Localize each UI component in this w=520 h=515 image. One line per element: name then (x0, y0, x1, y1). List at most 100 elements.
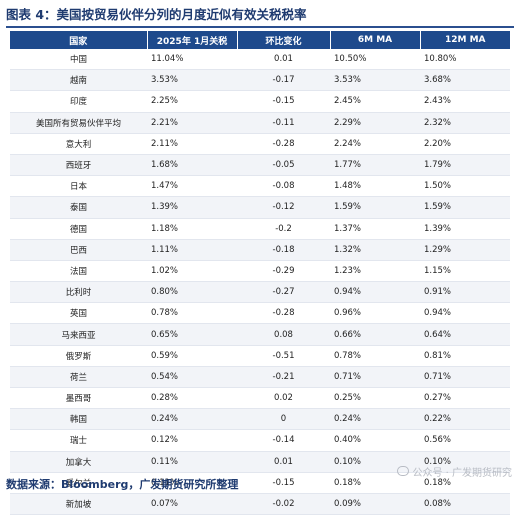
cell-ma-6m: 3.53% (330, 69, 420, 92)
cell-ma-12m: 0.91% (420, 281, 510, 304)
cell-jan-tariff: 0.28% (147, 387, 237, 410)
cell-mom-change: -0.12 (237, 196, 330, 219)
cell-ma-6m: 0.96% (330, 302, 420, 325)
cell-ma-6m: 1.23% (330, 260, 420, 283)
cell-ma-12m: 1.39% (420, 218, 510, 240)
cell-ma-12m: 1.79% (420, 154, 510, 177)
cell-jan-tariff: 0.59% (147, 345, 237, 367)
cell-mom-change: -0.18 (237, 239, 330, 261)
cell-ma-6m: 0.18% (330, 472, 420, 494)
table-row: 巴西 1.11% -0.18 1.32% 1.29% (10, 239, 510, 261)
cell-jan-tariff: 11.04% (147, 49, 237, 71)
cell-ma-12m: 0.94% (420, 302, 510, 325)
cell-ma-6m: 2.29% (330, 112, 420, 134)
table-row: 泰国 1.39% -0.12 1.59% 1.59% (10, 196, 510, 219)
cell-mom-change: -0.08 (237, 175, 330, 198)
cell-ma-6m: 2.24% (330, 133, 420, 155)
cell-ma-6m: 0.66% (330, 323, 420, 346)
cell-country: 法国 (10, 260, 147, 283)
cell-ma-6m: 0.24% (330, 408, 420, 431)
cell-ma-6m: 0.25% (330, 387, 420, 410)
cell-jan-tariff: 1.11% (147, 239, 237, 261)
cell-mom-change: -0.28 (237, 302, 330, 325)
cell-ma-12m: 2.20% (420, 133, 510, 155)
cell-ma-6m: 2.45% (330, 90, 420, 113)
cell-mom-change: -0.14 (237, 429, 330, 452)
cell-ma-6m: 1.37% (330, 218, 420, 240)
table-row: 爱尔兰 0.11% -0.15 0.18% 0.18% (10, 472, 510, 494)
header-country: 国家 (10, 31, 148, 49)
figure-title: 图表 4：美国按贸易伙伴分列的月度近似有效关税税率 (6, 7, 307, 22)
cell-ma-12m: 0.22% (420, 408, 510, 431)
cell-country: 印度 (10, 90, 147, 113)
table-row: 俄罗斯 0.59% -0.51 0.78% 0.81% (10, 345, 510, 367)
cell-country: 德国 (10, 218, 147, 240)
table-header-row: 国家 2025年 1月关税 环比变化 6M MA 12M MA (10, 31, 510, 49)
cell-country: 中国 (10, 49, 147, 71)
cell-mom-change: 0.01 (237, 49, 330, 71)
cell-jan-tariff: 0.07% (147, 493, 237, 515)
table-row: 印度 2.25% -0.15 2.45% 2.43% (10, 90, 510, 113)
cell-mom-change: 0.02 (237, 387, 330, 410)
table-row: 新加坡 0.07% -0.02 0.09% 0.08% (10, 493, 510, 515)
table-row: 中国 11.04% 0.01 10.50% 10.80% (10, 49, 510, 71)
cell-ma-12m: 2.43% (420, 90, 510, 113)
table-row: 瑞士 0.12% -0.14 0.40% 0.56% (10, 429, 510, 452)
table-row: 韩国 0.24% 0 0.24% 0.22% (10, 408, 510, 431)
cell-country: 瑞士 (10, 429, 147, 452)
data-source: 数据来源：Bloomberg，广发期货研究所整理 (6, 478, 239, 491)
table-row: 荷兰 0.54% -0.21 0.71% 0.71% (10, 366, 510, 389)
cell-country: 韩国 (10, 408, 147, 431)
cell-jan-tariff: 1.47% (147, 175, 237, 198)
table-row: 西班牙 1.68% -0.05 1.77% 1.79% (10, 154, 510, 177)
cell-ma-6m: 0.71% (330, 366, 420, 389)
cell-ma-12m: 0.56% (420, 429, 510, 452)
cell-ma-12m: 10.80% (420, 49, 510, 71)
cell-ma-12m: 2.32% (420, 112, 510, 134)
cell-ma-12m: 0.81% (420, 345, 510, 367)
wechat-icon (397, 466, 410, 476)
cell-country: 巴西 (10, 239, 147, 261)
cell-mom-change: -0.11 (237, 112, 330, 134)
cell-mom-change: -0.28 (237, 133, 330, 155)
cell-jan-tariff: 1.68% (147, 154, 237, 177)
cell-mom-change: -0.02 (237, 493, 330, 515)
cell-jan-tariff: 0.12% (147, 429, 237, 452)
cell-ma-6m: 0.40% (330, 429, 420, 452)
cell-ma-12m: 0.10% (420, 451, 510, 473)
table-row: 马来西亚 0.65% 0.08 0.66% 0.64% (10, 323, 510, 346)
cell-jan-tariff: 0.11% (147, 472, 237, 494)
cell-jan-tariff: 0.80% (147, 281, 237, 304)
header-mom-change: 环比变化 (237, 31, 331, 49)
cell-ma-12m: 0.08% (420, 493, 510, 515)
table-row: 墨西哥 0.28% 0.02 0.25% 0.27% (10, 387, 510, 410)
cell-country: 墨西哥 (10, 387, 147, 410)
cell-jan-tariff: 2.11% (147, 133, 237, 155)
cell-jan-tariff: 0.65% (147, 323, 237, 346)
cell-country: 比利时 (10, 281, 147, 304)
cell-mom-change: -0.29 (237, 260, 330, 283)
cell-ma-6m: 0.09% (330, 493, 420, 515)
table-row: 比利时 0.80% -0.27 0.94% 0.91% (10, 281, 510, 304)
table-row: 意大利 2.11% -0.28 2.24% 2.20% (10, 133, 510, 155)
cell-country: 爱尔兰 (10, 472, 147, 494)
cell-mom-change: -0.2 (237, 218, 330, 240)
header-6m-ma: 6M MA (330, 31, 421, 49)
cell-country: 美国所有贸易伙伴平均 (10, 112, 147, 134)
cell-mom-change: -0.15 (237, 90, 330, 113)
cell-ma-12m: 0.18% (420, 472, 510, 494)
table-row: 越南 3.53% -0.17 3.53% 3.68% (10, 69, 510, 92)
cell-mom-change: 0 (237, 408, 330, 431)
cell-jan-tariff: 0.78% (147, 302, 237, 325)
cell-country: 英国 (10, 302, 147, 325)
cell-country: 西班牙 (10, 154, 147, 177)
cell-mom-change: -0.15 (237, 472, 330, 494)
cell-mom-change: -0.05 (237, 154, 330, 177)
cell-jan-tariff: 3.53% (147, 69, 237, 92)
table-row: 法国 1.02% -0.29 1.23% 1.15% (10, 260, 510, 283)
header-12m-ma: 12M MA (420, 31, 510, 49)
cell-ma-6m: 1.32% (330, 239, 420, 261)
cell-ma-6m: 1.59% (330, 196, 420, 219)
cell-country: 意大利 (10, 133, 147, 155)
table-row: 日本 1.47% -0.08 1.48% 1.50% (10, 175, 510, 198)
